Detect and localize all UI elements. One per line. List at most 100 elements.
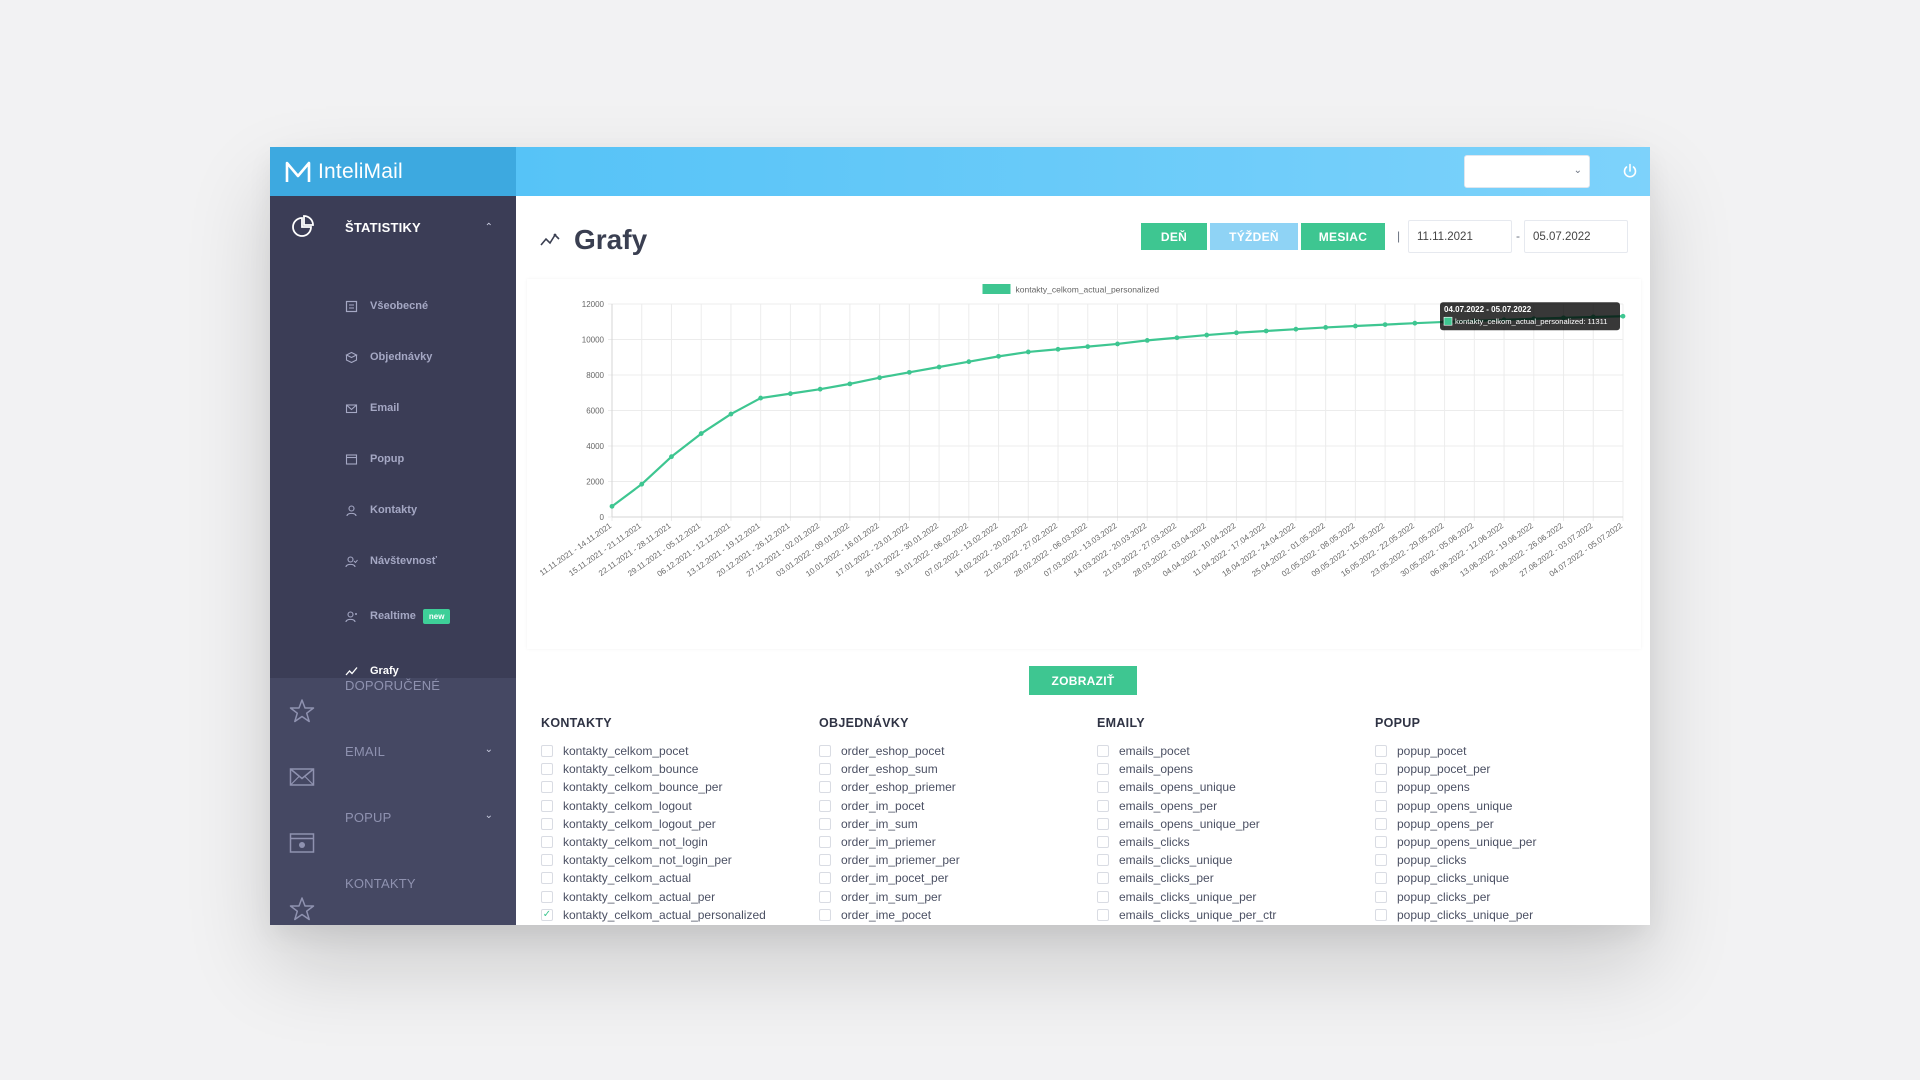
metric-checkbox-row[interactable]: popup_opens_unique_per <box>1375 833 1645 851</box>
metric-checkbox-row[interactable]: emails_clicks_unique_per_ctr <box>1097 906 1367 924</box>
metric-checkbox[interactable] <box>1375 817 1387 830</box>
account-select[interactable]: ⌄ <box>1464 155 1590 188</box>
metric-checkbox-row[interactable]: emails_opens <box>1097 760 1367 778</box>
metric-checkbox[interactable] <box>1375 872 1387 885</box>
metric-checkbox[interactable] <box>1097 799 1109 812</box>
metric-checkbox-row[interactable]: order_eshop_priemer <box>819 778 1089 796</box>
sidebar-item-objednavky[interactable]: Objednávky <box>345 347 432 367</box>
metric-checkbox-row[interactable]: popup_clicks_unique <box>1375 869 1645 887</box>
metric-checkbox[interactable] <box>541 763 553 776</box>
sidebar-item-grafy[interactable]: Grafy <box>345 661 399 681</box>
metric-checkbox[interactable] <box>1375 745 1387 758</box>
metric-checkbox[interactable] <box>819 799 831 812</box>
metric-checkbox[interactable] <box>541 908 553 921</box>
metric-checkbox-row[interactable]: emails_pocet <box>1097 742 1367 760</box>
metric-checkbox-row[interactable]: emails_clicks_unique_per <box>1097 888 1367 906</box>
sidebar-item-realtime[interactable]: Realtime new <box>345 606 451 626</box>
brand[interactable]: InteliMail <box>270 147 516 196</box>
metric-checkbox-row[interactable]: kontakty_celkom_not_login_per <box>541 851 811 869</box>
metric-checkbox-row[interactable]: popup_pocet <box>1375 742 1645 760</box>
metric-checkbox-row[interactable]: popup_opens_per <box>1375 815 1645 833</box>
metric-checkbox[interactable] <box>1375 854 1387 867</box>
metric-checkbox[interactable] <box>1097 817 1109 830</box>
metric-checkbox-row[interactable]: order_im_priemer_per <box>819 851 1089 869</box>
nav-section-kontakty[interactable]: KONTAKTY <box>270 876 516 925</box>
metric-checkbox-row[interactable]: kontakty_celkom_bounce_per <box>541 778 811 796</box>
metric-checkbox-row[interactable]: emails_opens_unique <box>1097 778 1367 796</box>
metric-checkbox-row[interactable]: order_im_sum <box>819 815 1089 833</box>
metric-checkbox[interactable] <box>1097 854 1109 867</box>
metric-checkbox[interactable] <box>1097 872 1109 885</box>
sidebar-item-email[interactable]: Email <box>345 398 399 418</box>
metric-checkbox[interactable] <box>541 781 553 794</box>
date-from-input[interactable]: 11.11.2021 <box>1408 220 1512 253</box>
day-button[interactable]: DEŇ <box>1141 223 1207 250</box>
metric-checkbox-row[interactable]: emails_clicks_unique <box>1097 851 1367 869</box>
power-icon[interactable] <box>1620 161 1640 181</box>
metric-checkbox-row[interactable]: emails_clicks <box>1097 833 1367 851</box>
week-button[interactable]: TÝŽDEŇ <box>1210 223 1298 250</box>
metric-checkbox[interactable] <box>819 854 831 867</box>
date-to-input[interactable]: 05.07.2022 <box>1524 220 1628 253</box>
nav-section-popup[interactable]: POPUP ⌄ <box>270 810 516 876</box>
metric-checkbox[interactable] <box>1097 908 1109 921</box>
metric-checkbox-row[interactable]: kontakty_celkom_actual <box>541 869 811 887</box>
sidebar-item-kontakty[interactable]: Kontakty <box>345 500 417 520</box>
metric-checkbox-row[interactable]: emails_opens_per <box>1097 797 1367 815</box>
metric-checkbox[interactable] <box>541 890 553 903</box>
metric-checkbox-row[interactable]: kontakty_celkom_not_login <box>541 833 811 851</box>
metric-checkbox-row[interactable]: order_im_pocet <box>819 797 1089 815</box>
metric-checkbox[interactable] <box>541 872 553 885</box>
metric-checkbox-row[interactable]: popup_clicks <box>1375 851 1645 869</box>
metric-checkbox-row[interactable]: popup_clicks_per <box>1375 888 1645 906</box>
metric-checkbox-row[interactable]: kontakty_celkom_actual_per <box>541 888 811 906</box>
metric-checkbox-row[interactable]: kontakty_celkom_pocet <box>541 742 811 760</box>
metric-checkbox-row[interactable]: order_eshop_sum <box>819 760 1089 778</box>
metric-checkbox[interactable] <box>819 745 831 758</box>
metric-checkbox-row[interactable]: popup_opens_unique <box>1375 797 1645 815</box>
metric-checkbox[interactable] <box>1097 745 1109 758</box>
metric-checkbox-row[interactable]: kontakty_celkom_logout <box>541 797 811 815</box>
metric-checkbox-row[interactable]: order_im_priemer <box>819 833 1089 851</box>
metric-checkbox[interactable] <box>541 836 553 849</box>
sidebar-item-popup[interactable]: Popup <box>345 449 404 469</box>
metric-checkbox-row[interactable]: order_ime_pocet <box>819 906 1089 924</box>
metric-checkbox[interactable] <box>1375 781 1387 794</box>
metric-checkbox-row[interactable]: order_im_pocet_per <box>819 869 1089 887</box>
metric-checkbox[interactable] <box>819 763 831 776</box>
metric-checkbox[interactable] <box>541 799 553 812</box>
metric-checkbox[interactable] <box>819 836 831 849</box>
metric-checkbox-row[interactable]: order_im_sum_per <box>819 888 1089 906</box>
metric-checkbox-row[interactable]: kontakty_celkom_actual_personalized <box>541 906 811 924</box>
metric-checkbox[interactable] <box>819 872 831 885</box>
nav-section-email[interactable]: EMAIL ⌄ <box>270 744 516 810</box>
metric-checkbox-row[interactable]: order_eshop_pocet <box>819 742 1089 760</box>
metric-checkbox[interactable] <box>541 745 553 758</box>
metric-checkbox-row[interactable]: emails_clicks_per <box>1097 869 1367 887</box>
metric-checkbox[interactable] <box>819 817 831 830</box>
metric-checkbox[interactable] <box>1375 763 1387 776</box>
metric-checkbox[interactable] <box>1097 781 1109 794</box>
metric-checkbox[interactable] <box>819 781 831 794</box>
metric-checkbox-row[interactable]: popup_pocet_per <box>1375 760 1645 778</box>
metric-checkbox[interactable] <box>1375 799 1387 812</box>
nav-section-statistiky-header[interactable]: ŠTATISTIKY ⌃ <box>270 196 516 258</box>
metric-checkbox[interactable] <box>541 854 553 867</box>
metric-checkbox[interactable] <box>819 908 831 921</box>
nav-section-doporucene[interactable]: DOPORUČENÉ <box>270 678 516 744</box>
sidebar-item-navstevnost[interactable]: Návštevnosť <box>345 551 437 571</box>
metric-checkbox-row[interactable]: kontakty_celkom_bounce <box>541 760 811 778</box>
metric-checkbox[interactable] <box>819 890 831 903</box>
metric-checkbox[interactable] <box>1375 890 1387 903</box>
show-button[interactable]: ZOBRAZIŤ <box>1029 666 1137 695</box>
metric-checkbox-row[interactable]: popup_opens <box>1375 778 1645 796</box>
metric-checkbox[interactable] <box>1097 836 1109 849</box>
month-button[interactable]: MESIAC <box>1301 223 1385 250</box>
metric-checkbox[interactable] <box>1097 890 1109 903</box>
metric-checkbox[interactable] <box>1375 908 1387 921</box>
metric-checkbox[interactable] <box>1097 763 1109 776</box>
metric-checkbox-row[interactable]: popup_clicks_unique_per <box>1375 906 1645 924</box>
sidebar-item-vseobecne[interactable]: Všeobecné <box>345 296 428 316</box>
metric-checkbox-row[interactable]: emails_opens_unique_per <box>1097 815 1367 833</box>
